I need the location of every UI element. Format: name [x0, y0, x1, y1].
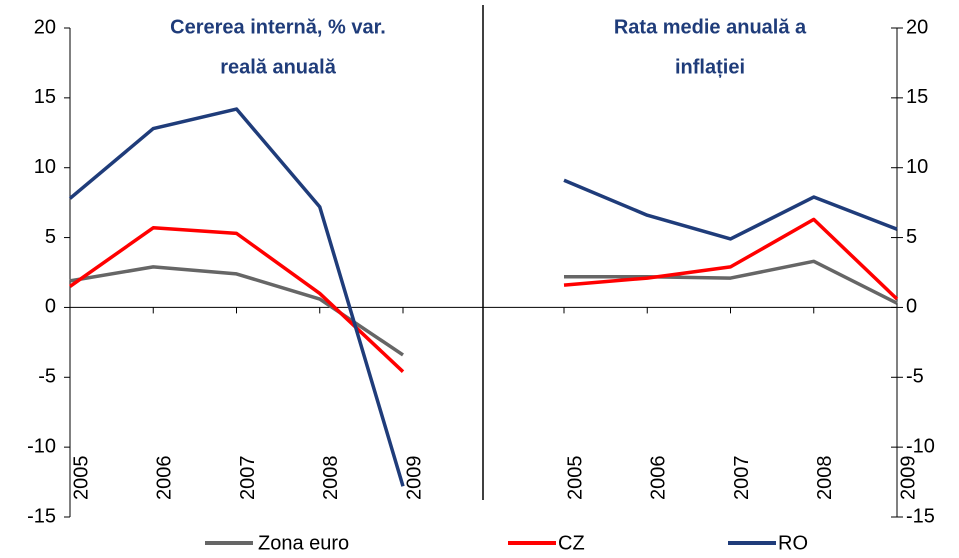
y-tick-label: 15 [34, 86, 56, 108]
x-tick-label: 2009 [403, 456, 425, 501]
y2-tick-label: -5 [906, 366, 924, 388]
legend-label: CZ [558, 532, 585, 554]
x-tick-label: 2008 [814, 456, 836, 501]
series-line [563, 217, 899, 301]
x-tick-label: 2006 [154, 456, 176, 501]
y-tick-label: -5 [38, 366, 56, 388]
y-tick-label: 0 [45, 296, 56, 318]
series-line [68, 107, 405, 487]
y2-tick-label: 5 [906, 226, 917, 248]
series-line [564, 259, 898, 305]
x-tick-label: 2005 [564, 456, 586, 501]
panel-title: inflației [675, 56, 745, 78]
legend-label: Zona euro [258, 532, 349, 554]
panel-title: reală anuală [220, 56, 337, 78]
y2-tick-label: 10 [906, 156, 928, 178]
y-tick-label: -10 [27, 435, 56, 457]
y-tick-label: -15 [27, 505, 56, 527]
series-line [563, 178, 898, 241]
x-tick-label: 2008 [320, 456, 342, 501]
panel-title: Rata medie anuală a [614, 16, 807, 38]
panel-title: Cererea internă, % var. [170, 16, 386, 38]
y2-tick-label: 15 [906, 86, 928, 108]
legend-label: RO [778, 532, 808, 554]
y2-tick-label: 20 [906, 16, 928, 38]
y-tick-label: 20 [34, 16, 56, 38]
y2-tick-label: -15 [906, 505, 935, 527]
x-tick-label: 2009 [897, 456, 919, 501]
y2-tick-label: -10 [906, 435, 935, 457]
y-tick-label: 5 [45, 226, 56, 248]
x-tick-label: 2007 [731, 456, 753, 501]
x-tick-label: 2005 [70, 456, 92, 501]
series-line [68, 226, 405, 373]
x-tick-label: 2007 [237, 456, 259, 501]
y2-tick-label: 0 [906, 296, 917, 318]
y-tick-label: 10 [34, 156, 56, 178]
x-tick-label: 2006 [648, 456, 670, 501]
